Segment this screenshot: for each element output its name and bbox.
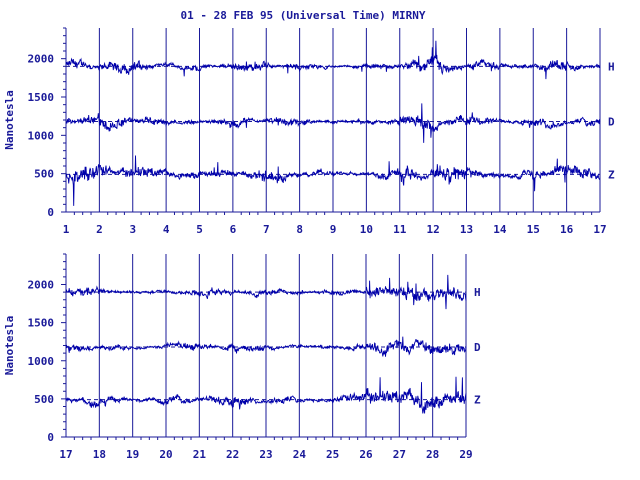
trace-H	[65, 274, 467, 310]
y-tick-label: 500	[34, 393, 54, 406]
series-label-D: D	[474, 341, 481, 354]
trace-D	[65, 336, 467, 357]
trace-D	[65, 103, 601, 143]
x-tick-label: 1	[63, 223, 70, 236]
x-tick-label: 9	[330, 223, 337, 236]
trace-Z	[65, 376, 467, 414]
x-tick-label: 2	[96, 223, 103, 236]
x-tick-label: 27	[393, 448, 406, 461]
x-tick-label: 22	[226, 448, 239, 461]
x-tick-label: 11	[393, 223, 407, 236]
x-tick-label: 21	[193, 448, 207, 461]
x-tick-label: 6	[230, 223, 237, 236]
x-tick-label: 24	[293, 448, 307, 461]
y-tick-label: 1000	[28, 355, 55, 368]
chart-title: 01 - 28 FEB 95 (Universal Time) MIRNY	[180, 9, 425, 22]
x-tick-label: 16	[560, 223, 574, 236]
y-tick-label: 500	[34, 168, 54, 181]
x-tick-label: 20	[159, 448, 172, 461]
x-tick-label: 18	[93, 448, 106, 461]
x-tick-label: 5	[196, 223, 203, 236]
x-tick-label: 14	[493, 223, 507, 236]
x-tick-label: 7	[263, 223, 270, 236]
x-tick-label: 25	[326, 448, 339, 461]
y-axis-label: Nanotesla	[3, 316, 16, 376]
series-label-Z: Z	[608, 168, 615, 181]
y-tick-label: 1500	[28, 317, 55, 330]
bottom-panel: 0 500 1000 1500 2000 Nanotesla 17 18 19 20 21 22 23 2…	[3, 253, 481, 461]
x-tick-label: 17	[59, 448, 72, 461]
y-tick-label: 1000	[28, 129, 55, 142]
y-tick-label: 0	[47, 206, 54, 219]
x-tick-label: 10	[360, 223, 373, 236]
x-tick-label: 29	[459, 448, 472, 461]
x-tick-label: 23	[259, 448, 272, 461]
y-tick-label: 0	[47, 431, 54, 444]
x-tick-label: 26	[359, 448, 373, 461]
trace-H	[65, 40, 601, 80]
trace-Z	[65, 155, 601, 206]
x-tick-label: 13	[460, 223, 473, 236]
y-tick-label: 1500	[28, 91, 55, 104]
y-tick-label: 2000	[28, 279, 55, 292]
x-tick-label: 8	[296, 223, 303, 236]
x-tick-label: 28	[426, 448, 439, 461]
x-tick-label: 17	[593, 223, 606, 236]
x-tick-label: 19	[126, 448, 139, 461]
series-label-H: H	[608, 60, 615, 73]
series-label-D: D	[608, 116, 615, 129]
x-tick-label: 4	[163, 223, 170, 236]
y-tick-label: 2000	[28, 53, 55, 66]
series-label-H: H	[474, 286, 481, 299]
series-label-Z: Z	[474, 394, 481, 407]
x-tick-label: 3	[129, 223, 136, 236]
x-tick-label: 12	[427, 223, 440, 236]
x-tick-label: 15	[527, 223, 540, 236]
y-axis-label: Nanotesla	[3, 90, 16, 150]
